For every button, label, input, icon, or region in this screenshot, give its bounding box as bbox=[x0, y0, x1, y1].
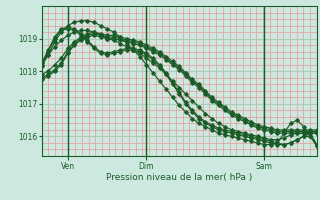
X-axis label: Pression niveau de la mer( hPa ): Pression niveau de la mer( hPa ) bbox=[106, 173, 252, 182]
